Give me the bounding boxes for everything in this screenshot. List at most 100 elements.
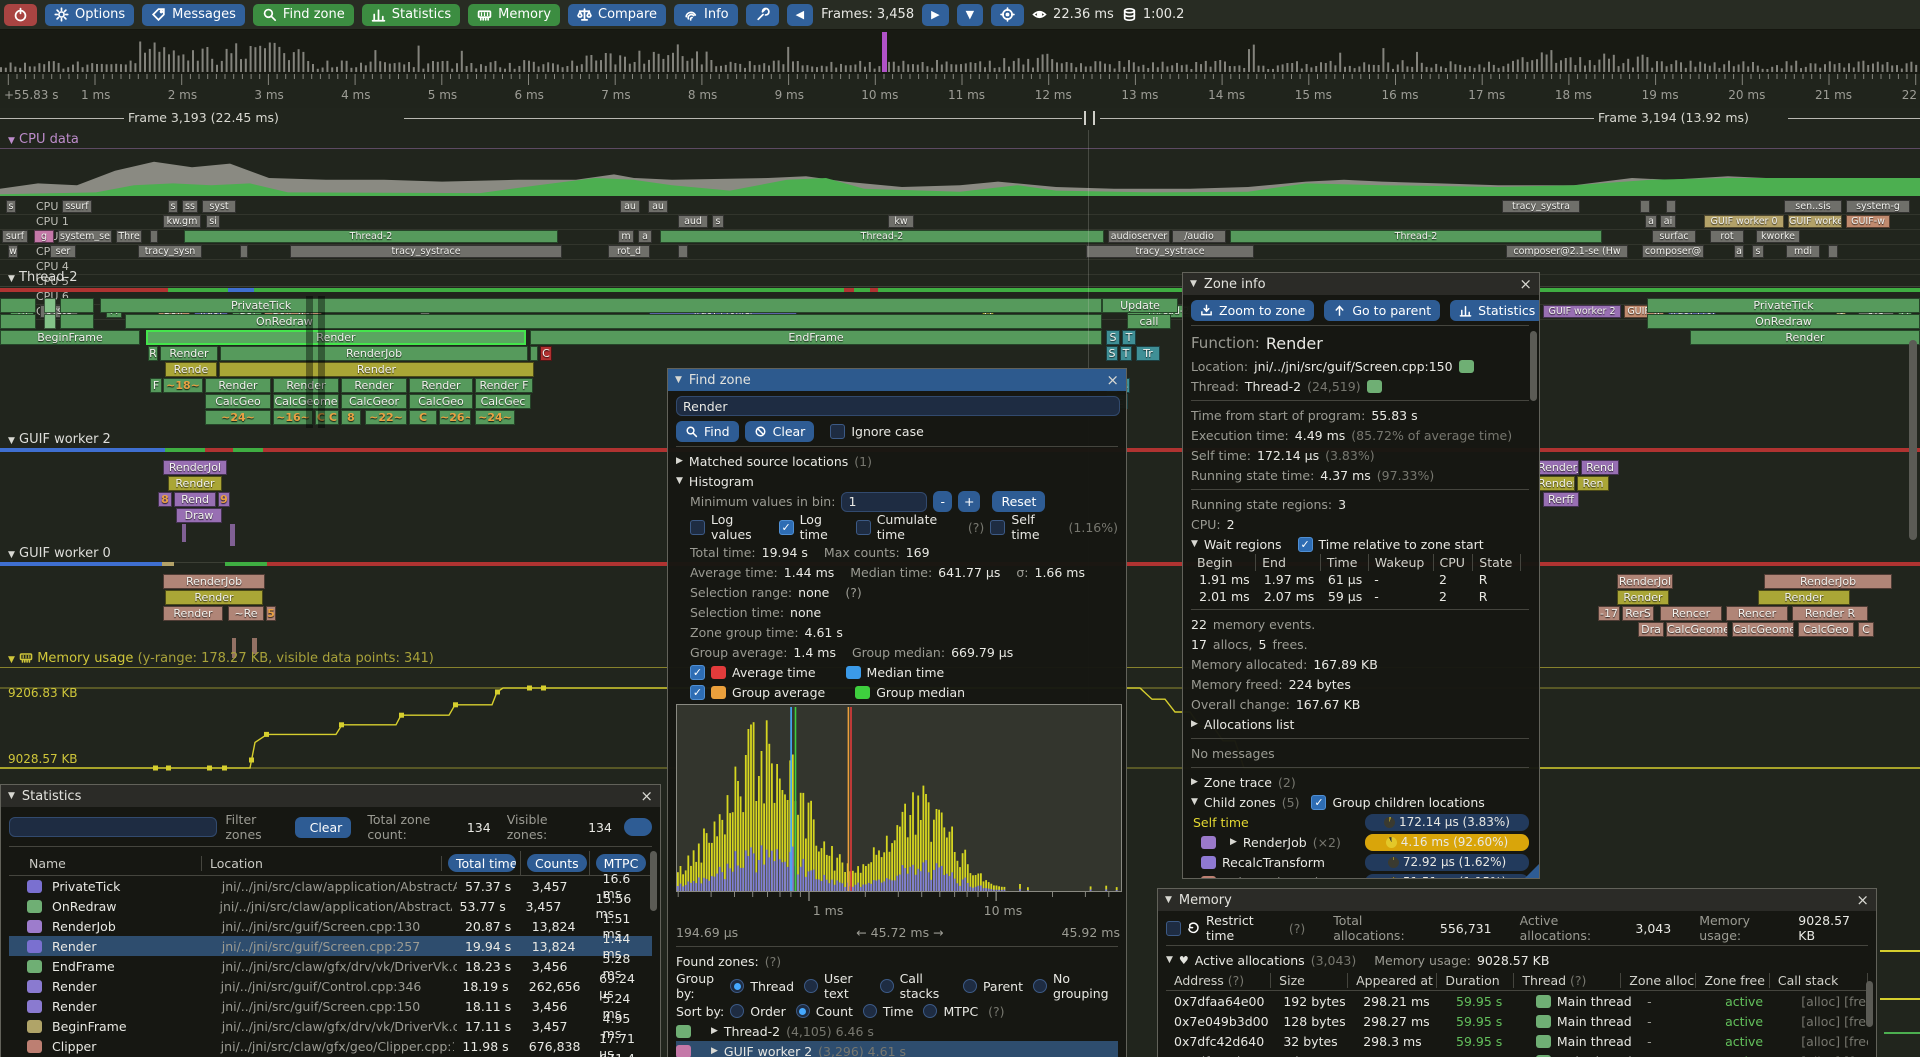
- timeline-zone[interactable]: [44, 314, 56, 329]
- timeline-zone[interactable]: RerS: [1622, 606, 1654, 621]
- cpu-zone[interactable]: a: [638, 230, 652, 243]
- zone-info-titlebar[interactable]: ▼ Zone info ×: [1183, 273, 1539, 295]
- statistics-nav-button[interactable]: Statistics: [1450, 300, 1539, 321]
- cpu-zone[interactable]: kw.gm: [163, 215, 201, 228]
- sort-by-radio[interactable]: [730, 1004, 745, 1018]
- frame-overview-strip[interactable]: [0, 30, 1920, 75]
- filter-input[interactable]: [9, 817, 218, 837]
- wait-regions-toggle[interactable]: ▼ Wait regions ✓ Time relative to zone sta…: [1191, 536, 1484, 552]
- cpu-zone[interactable]: w: [8, 245, 18, 258]
- power-button[interactable]: [4, 3, 37, 26]
- memory-column-header[interactable]: Call stack: [1770, 972, 1868, 988]
- center-view-button[interactable]: [991, 3, 1025, 26]
- extra-pill[interactable]: [623, 818, 652, 836]
- memory-column-header[interactable]: Address (?): [1166, 972, 1272, 988]
- statistics-row[interactable]: RenderJob jni/../jni/src/guif/Screen.cpp:…: [9, 911, 652, 941]
- call-stack-links[interactable]: [alloc] [free: [1793, 1054, 1868, 1057]
- thread-color-swatch[interactable]: [1366, 379, 1382, 393]
- allocation-row[interactable]: 0x7dfc42d640 32 bytes 298.3 ms 59.95 s Main …: [1166, 1031, 1868, 1051]
- timeline-zone[interactable]: ~16~: [273, 410, 313, 425]
- timeline-zone[interactable]: C C: [315, 410, 339, 425]
- increment-button[interactable]: +: [957, 491, 981, 512]
- timeline-zone[interactable]: ~Re: [228, 606, 264, 621]
- wait-column-header[interactable]: End: [1255, 554, 1321, 571]
- decrement-button[interactable]: -: [933, 491, 952, 512]
- messages-button[interactable]: Messages: [142, 3, 245, 26]
- clear-button[interactable]: Clear: [744, 421, 815, 442]
- statistics-row[interactable]: BeginFrame jni/../jni/src/claw/gfx/drv/vk…: [9, 1011, 652, 1041]
- timeline-zone[interactable]: S: [1106, 330, 1120, 345]
- cpu-zone[interactable]: s: [6, 200, 16, 213]
- resize-grip[interactable]: [1525, 864, 1539, 878]
- allocations-list-toggle[interactable]: ▶ Allocations list: [1191, 716, 1295, 732]
- cpu-zone[interactable]: syst: [202, 200, 236, 213]
- cpu-zone[interactable]: ss: [182, 200, 198, 213]
- cpu-zone[interactable]: s: [168, 200, 178, 213]
- zone-trace-toggle[interactable]: ▶ Zone trace (2): [1191, 774, 1296, 790]
- timeline-zone[interactable]: Render: [160, 346, 218, 361]
- timeline-zone[interactable]: CalcGec: [475, 394, 531, 409]
- cpu-zone[interactable]: GUIF worke: [1788, 215, 1842, 228]
- found-zone-group-row[interactable]: ▶ GUIF worker 2 (3,296) 4.61 s: [676, 1041, 1118, 1057]
- histogram-option-checkbox[interactable]: [690, 519, 705, 535]
- memory-column-header[interactable]: Size: [1271, 972, 1349, 988]
- timeline-zone[interactable]: ~22~: [365, 410, 407, 425]
- search-input[interactable]: Render: [676, 396, 1120, 416]
- cpu-zone[interactable]: GUIF-w: [1846, 215, 1890, 228]
- timeline-zone[interactable]: OnRedraw: [125, 314, 1102, 329]
- group-by-radio[interactable]: [1032, 979, 1047, 993]
- found-zone-group-row[interactable]: ▶ Thread-2 (4,105) 6.46 s: [676, 1021, 1118, 1041]
- cpu-zone[interactable]: mdi: [1786, 245, 1820, 258]
- timeline-zone[interactable]: Render: [205, 378, 271, 393]
- cpu-zone[interactable]: a: [1734, 245, 1744, 258]
- wait-column-header[interactable]: Time: [1320, 554, 1369, 571]
- statistics-row[interactable]: CalcGeometryjni/../jni/src/claw/graphics…: [9, 1051, 652, 1057]
- histogram-plot[interactable]: [676, 704, 1122, 892]
- timeline-zone[interactable]: Render: [165, 590, 263, 605]
- time-relative-checkbox[interactable]: ✓: [1297, 536, 1313, 552]
- timeline-zone[interactable]: T: [1122, 330, 1136, 345]
- help-icon[interactable]: (?): [988, 1003, 1005, 1019]
- cpu-zone[interactable]: system-g: [1846, 200, 1910, 213]
- cpu-zone[interactable]: system_se: [58, 230, 112, 243]
- memory-column-header[interactable]: Appeared at: [1348, 972, 1438, 988]
- find-button[interactable]: Find: [676, 421, 739, 442]
- timeline-zone[interactable]: Tr: [1136, 346, 1160, 361]
- cpu-zone[interactable]: GUIF worker 0: [1704, 215, 1784, 228]
- cpu-zone[interactable]: [678, 245, 688, 258]
- column-header-location[interactable]: Location: [202, 855, 442, 871]
- zoom-to-zone-button[interactable]: Zoom to zone: [1191, 300, 1315, 321]
- min-values-input[interactable]: 1: [841, 491, 928, 512]
- group-by-radio[interactable]: [962, 979, 977, 993]
- cpu-zone[interactable]: [1828, 245, 1838, 258]
- timeline-zone[interactable]: Rerff: [1543, 492, 1579, 507]
- memory-column-header[interactable]: Duration: [1437, 972, 1515, 988]
- cpu-zone[interactable]: s: [1752, 245, 1764, 258]
- cpu-zone[interactable]: Thre: [116, 230, 142, 243]
- timeline-zone[interactable]: CalcGeome: [273, 394, 339, 409]
- timeline-zone[interactable]: ~24~: [205, 410, 271, 425]
- timeline-zone[interactable]: Rend: [174, 492, 216, 507]
- cpu-zone[interactable]: sen..sis: [1784, 200, 1842, 213]
- statistics-button[interactable]: Statistics: [361, 3, 461, 26]
- wait-column-header[interactable]: State: [1472, 554, 1521, 571]
- timeline-zone[interactable]: CalcGeor: [341, 394, 407, 409]
- timeline-zone[interactable]: RenderJob: [1764, 574, 1892, 589]
- memory-column-header[interactable]: Zone alloc: [1621, 972, 1697, 988]
- cpu-zone[interactable]: [150, 230, 158, 243]
- main-view-scrollbar[interactable]: [1909, 340, 1917, 540]
- collapse-icon[interactable]: ▼: [675, 375, 682, 385]
- call-stack-links[interactable]: [alloc] [free: [1801, 993, 1868, 1009]
- timeline-zone[interactable]: Update: [1102, 298, 1178, 313]
- timeline-zone[interactable]: Rencer: [1660, 606, 1722, 621]
- tools-button[interactable]: [745, 3, 779, 26]
- cpu-zone[interactable]: tracy_systra: [1502, 200, 1580, 213]
- timeline-zone[interactable]: [60, 298, 94, 313]
- timeline-zone[interactable]: Render: [219, 362, 534, 377]
- source-color-swatch[interactable]: [1458, 359, 1474, 373]
- timeline-zone[interactable]: Render: [341, 378, 407, 393]
- timeline-zone[interactable]: [530, 346, 538, 361]
- timeline-zone[interactable]: ~26~: [439, 410, 471, 425]
- thread-section-header[interactable]: ▼ Thread-2: [8, 270, 78, 285]
- timeline-zone[interactable]: Rende: [165, 362, 217, 377]
